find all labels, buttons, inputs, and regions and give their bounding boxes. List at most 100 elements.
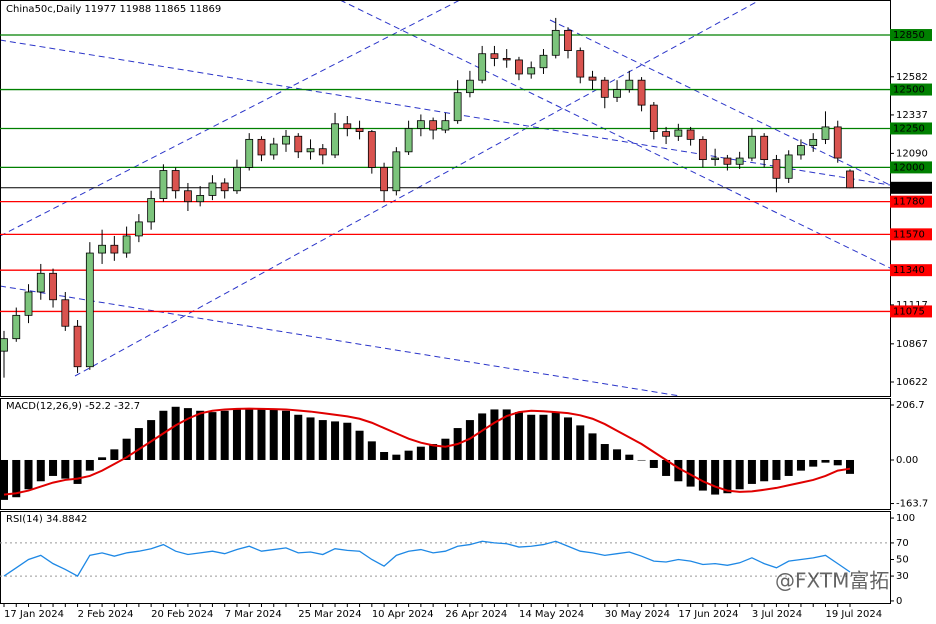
macd-bar xyxy=(220,410,229,460)
macd-bar xyxy=(637,459,646,461)
candle-body xyxy=(367,131,376,168)
trendline xyxy=(339,0,891,269)
candle-body xyxy=(784,154,793,179)
macd-bar xyxy=(183,408,192,460)
candle-body xyxy=(98,244,106,254)
macd-bar xyxy=(576,425,585,460)
candle-body xyxy=(637,79,646,106)
x-tick-label: 25 Mar 2024 xyxy=(298,609,361,620)
level-label: 12500 xyxy=(893,85,925,96)
candle-body xyxy=(171,170,180,192)
chart-title: China50c,Daily 11977 11988 11865 11869 xyxy=(6,4,221,15)
macd-bar xyxy=(662,459,671,476)
y-tick-label: -163.7 xyxy=(896,499,928,510)
candle-body xyxy=(416,120,425,129)
candle-body xyxy=(184,190,192,203)
macd-signal xyxy=(3,407,851,496)
macd-bar xyxy=(73,459,82,484)
x-tick-label: 10 Apr 2024 xyxy=(372,609,434,620)
candle-body xyxy=(85,252,94,368)
candle-body xyxy=(12,314,21,340)
candle-body xyxy=(159,170,168,199)
candle-body xyxy=(698,138,707,161)
candle-body xyxy=(772,159,781,179)
macd-bar xyxy=(245,408,254,460)
candle-body xyxy=(73,325,82,368)
last-price-label: 11869 xyxy=(893,183,925,194)
macd-bar xyxy=(306,417,315,460)
level-label-box xyxy=(890,29,932,42)
candle-body xyxy=(269,143,278,156)
y-tick-label: 10622 xyxy=(896,377,928,388)
macd-bar xyxy=(380,452,389,460)
y-tick-label: 0.00 xyxy=(896,455,918,466)
y-tick-label: 50 xyxy=(896,554,909,565)
y-tick-label: 11117 xyxy=(896,300,928,311)
candle-body xyxy=(441,120,450,131)
macd-bar xyxy=(85,459,94,471)
candle-body xyxy=(539,54,548,69)
macd-bar xyxy=(208,412,217,460)
candle-body xyxy=(147,198,156,223)
macd-bar xyxy=(735,459,744,490)
macd-bar xyxy=(331,421,340,460)
watermark: @FXTM富拓 xyxy=(775,569,889,593)
macd-bar xyxy=(600,444,609,460)
candle-body xyxy=(282,135,290,145)
macd-bar xyxy=(257,409,266,460)
macd-bar xyxy=(318,420,327,460)
x-tick-label: 30 May 2024 xyxy=(605,609,670,620)
level-label: 11570 xyxy=(893,229,925,240)
candle-body xyxy=(61,299,70,327)
macd-bar xyxy=(110,449,119,460)
x-tick-label: 20 Feb 2024 xyxy=(151,609,213,620)
candle-body xyxy=(527,67,536,75)
candle-body xyxy=(821,126,830,140)
x-tick-label: 19 Jul 2024 xyxy=(825,609,882,620)
macd-bar xyxy=(392,454,401,460)
macd-bar xyxy=(796,459,805,471)
candle-body xyxy=(306,148,315,153)
macd-bar xyxy=(564,417,572,460)
y-tick-label: 30 xyxy=(896,571,909,582)
trendline xyxy=(0,285,681,397)
candle-body xyxy=(429,120,438,131)
candle-body xyxy=(576,50,585,78)
macd-bar xyxy=(343,422,352,460)
candle-body xyxy=(36,272,45,293)
macd-bar xyxy=(613,449,622,460)
candle-body xyxy=(551,29,560,56)
candle-body xyxy=(686,129,695,140)
y-tick-label: 0 xyxy=(896,596,902,607)
macd-bar xyxy=(821,459,830,463)
macd-bar xyxy=(49,459,58,476)
candle-body xyxy=(674,129,683,137)
level-label: 11075 xyxy=(893,306,925,317)
macd-bar xyxy=(232,409,241,460)
candle-body xyxy=(515,59,523,75)
level-label-box xyxy=(890,83,932,96)
x-tick-label: 3 Jul 2024 xyxy=(752,609,802,620)
candle-body xyxy=(490,53,499,59)
candle-body xyxy=(846,170,854,189)
macd-bar xyxy=(772,459,781,480)
macd-bar xyxy=(747,459,756,484)
candle-body xyxy=(809,138,818,146)
x-tick-label: 7 Mar 2024 xyxy=(225,609,282,620)
rsi-line xyxy=(3,540,851,577)
macd-bar xyxy=(134,428,143,460)
level-label: 12850 xyxy=(893,30,925,41)
candle-body xyxy=(24,291,33,316)
candle-body xyxy=(564,29,572,52)
candle-body xyxy=(625,79,634,90)
candle-body xyxy=(502,57,511,61)
macd-bar xyxy=(723,459,732,494)
candle-body xyxy=(49,272,57,301)
macd-bar xyxy=(588,433,597,460)
level-label-box xyxy=(890,122,932,135)
y-tick-label: 70 xyxy=(896,538,909,549)
level-label-box xyxy=(890,228,932,241)
macd-bar xyxy=(465,420,474,460)
macd-bar xyxy=(846,459,854,474)
candle-body xyxy=(294,135,303,153)
